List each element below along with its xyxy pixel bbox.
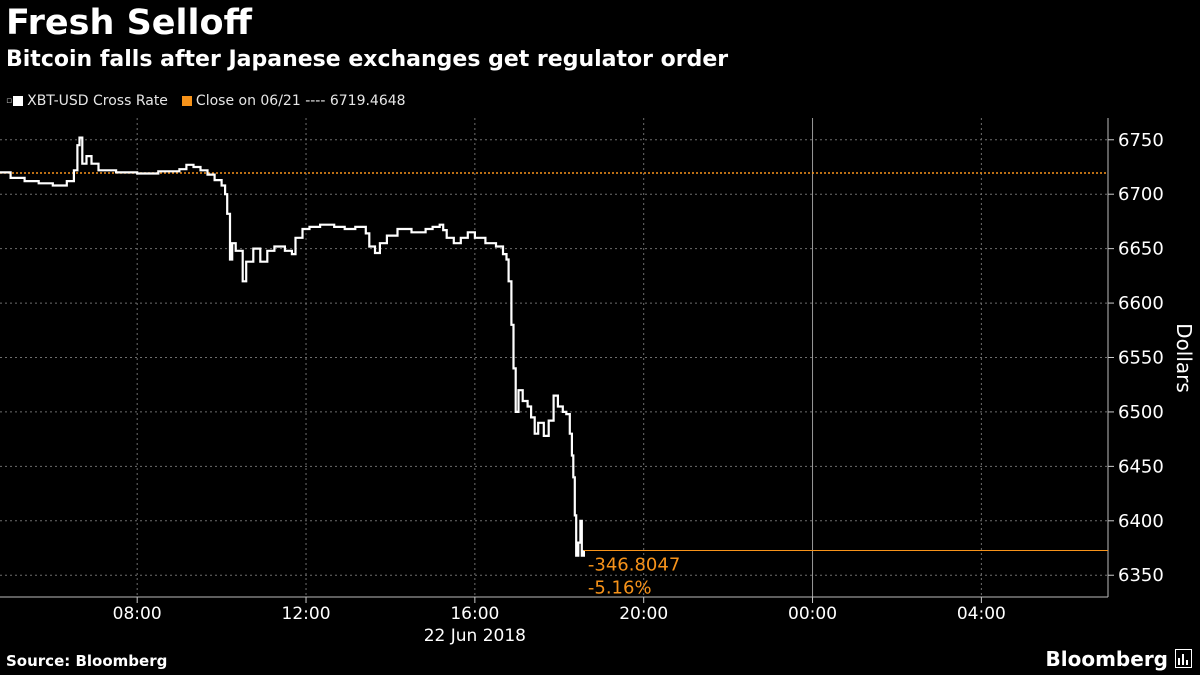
bloomberg-terminal-icon xyxy=(1175,649,1192,668)
y-tick-label: 6700 xyxy=(1118,184,1164,205)
change-annotation: -346.8047 xyxy=(588,555,680,576)
series-line xyxy=(0,136,585,557)
x-tick-label: 04:00 xyxy=(957,604,1006,624)
y-axis-title: Dollars xyxy=(1172,323,1196,393)
y-tick-label: 6600 xyxy=(1118,293,1164,314)
source-note: Source: Bloomberg xyxy=(6,652,168,670)
x-tick-label: 16:00 xyxy=(450,604,499,624)
y-tick-label: 6400 xyxy=(1118,511,1164,532)
legend-item-series: ▫ XBT-USD Cross Rate xyxy=(6,92,168,110)
chart-title: Fresh Selloff xyxy=(6,3,252,43)
x-tick-label: 08:00 xyxy=(113,604,162,624)
legend-swatch-series xyxy=(13,96,24,106)
x-tick-label: 20:00 xyxy=(619,604,668,624)
pin-icon: ▫ xyxy=(6,96,13,106)
y-tick-label: 6450 xyxy=(1118,456,1164,477)
legend-label-series: XBT-USD Cross Rate xyxy=(27,93,168,109)
y-tick-label: 6650 xyxy=(1118,239,1164,260)
y-tick-label: 6750 xyxy=(1118,130,1164,151)
percent-change-annotation: -5.16% xyxy=(588,578,652,599)
legend-swatch-close xyxy=(181,96,192,106)
legend: ▫ XBT-USD Cross Rate Close on 06/21 ----… xyxy=(6,92,420,110)
x-tick-label: 00:00 xyxy=(788,604,837,624)
legend-item-close: Close on 06/21 ---- 6719.4648 xyxy=(181,92,406,110)
chart-subtitle: Bitcoin falls after Japanese exchanges g… xyxy=(6,47,729,72)
y-tick-label: 6550 xyxy=(1118,348,1164,369)
brand-logo: Bloomberg xyxy=(1045,647,1168,671)
x-axis-date-label: 22 Jun 2018 xyxy=(424,626,526,646)
x-tick-label: 12:00 xyxy=(282,604,331,624)
y-tick-label: 6350 xyxy=(1118,565,1164,586)
y-tick-label: 6500 xyxy=(1118,402,1164,423)
legend-label-close: Close on 06/21 ---- 6719.4648 xyxy=(195,93,406,109)
